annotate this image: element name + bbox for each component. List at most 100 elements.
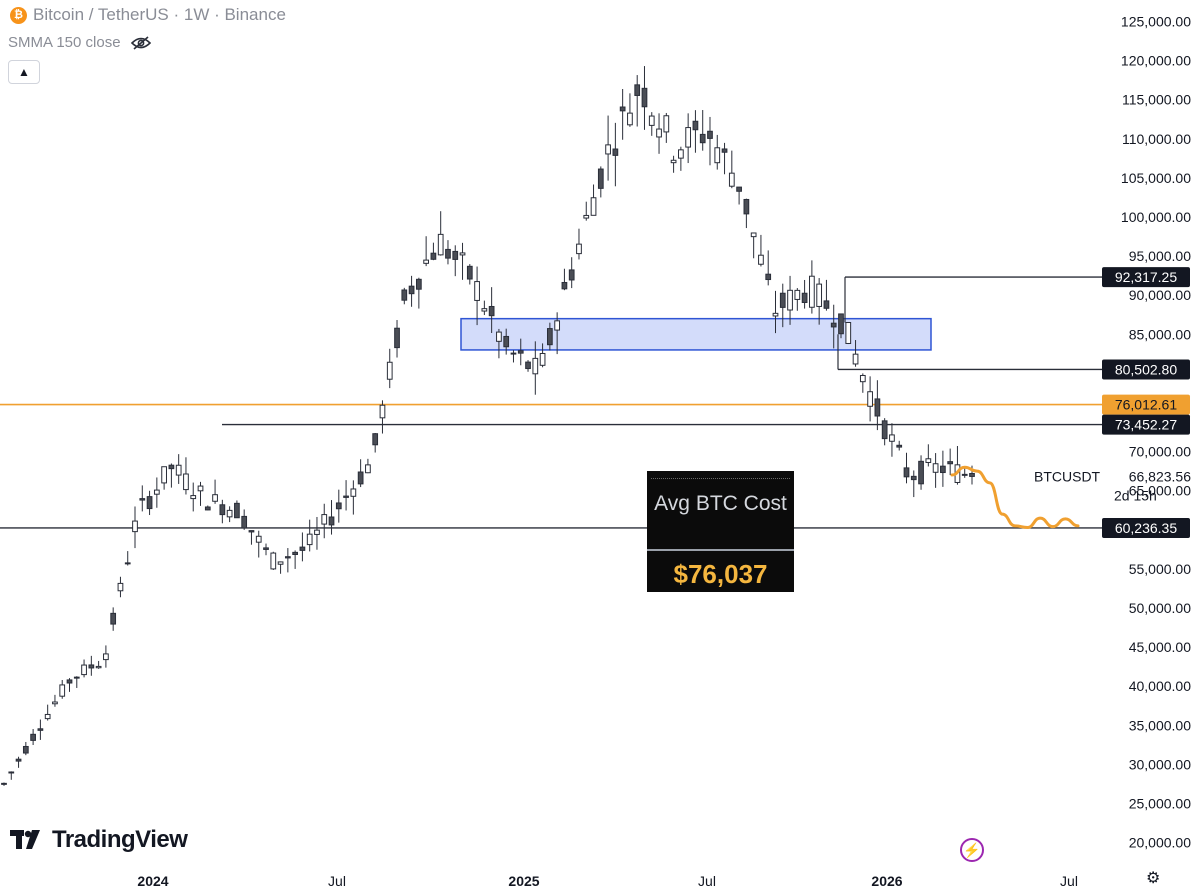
candle[interactable] <box>292 550 298 569</box>
candle[interactable] <box>66 678 73 692</box>
candle[interactable] <box>496 328 502 359</box>
candle[interactable] <box>386 348 393 389</box>
candle[interactable] <box>343 480 349 511</box>
candle[interactable] <box>765 250 772 286</box>
candle[interactable] <box>561 268 568 291</box>
candle[interactable] <box>437 211 444 256</box>
candle[interactable] <box>52 694 58 707</box>
candle[interactable] <box>284 548 291 573</box>
candle[interactable] <box>379 400 386 434</box>
candle[interactable] <box>852 340 859 367</box>
candle[interactable] <box>656 113 662 154</box>
candle[interactable] <box>299 532 306 562</box>
candle[interactable] <box>554 312 561 355</box>
candle[interactable] <box>212 479 218 504</box>
candle[interactable] <box>743 198 750 229</box>
candle[interactable] <box>692 110 699 153</box>
candle[interactable] <box>801 279 808 309</box>
candle[interactable] <box>568 257 575 289</box>
candle[interactable] <box>350 480 357 515</box>
candle[interactable] <box>889 423 895 457</box>
candle[interactable] <box>830 304 837 349</box>
candle[interactable] <box>423 236 430 267</box>
candle[interactable] <box>30 729 36 745</box>
candle[interactable] <box>663 112 670 143</box>
candle[interactable] <box>539 343 546 368</box>
candle[interactable] <box>204 505 211 511</box>
candle[interactable] <box>153 477 160 508</box>
candle[interactable] <box>146 490 153 516</box>
candle[interactable] <box>401 287 408 305</box>
candle[interactable] <box>772 290 779 334</box>
candle[interactable] <box>597 166 604 198</box>
candle[interactable] <box>365 458 371 474</box>
candle[interactable] <box>576 228 582 260</box>
candle[interactable] <box>132 506 138 549</box>
candle[interactable] <box>867 376 873 422</box>
collapse-legend-button[interactable]: ▲ <box>8 60 40 84</box>
lightning-icon[interactable]: ⚡ <box>960 838 984 862</box>
candle[interactable] <box>736 186 742 205</box>
candle[interactable] <box>139 485 146 512</box>
candle[interactable] <box>525 360 531 372</box>
candle[interactable] <box>641 66 648 130</box>
candle[interactable] <box>925 444 932 467</box>
candle[interactable] <box>532 341 539 395</box>
candle[interactable] <box>809 260 815 314</box>
candle[interactable] <box>328 500 335 535</box>
candle[interactable] <box>488 287 495 334</box>
candle[interactable] <box>896 440 903 451</box>
candle[interactable] <box>234 500 240 519</box>
candle[interactable] <box>8 771 15 780</box>
candle[interactable] <box>95 660 102 669</box>
candle[interactable] <box>335 489 342 523</box>
candle[interactable] <box>44 704 51 721</box>
candle[interactable] <box>175 454 182 484</box>
candle[interactable] <box>255 530 262 558</box>
eye-slash-icon[interactable] <box>130 35 151 50</box>
candle[interactable] <box>219 499 226 524</box>
candle[interactable] <box>394 320 400 358</box>
settings-gear-icon[interactable]: ⚙ <box>1146 870 1161 887</box>
candle[interactable] <box>670 155 677 173</box>
candle[interactable] <box>241 509 248 530</box>
candle[interactable] <box>859 373 866 393</box>
candle[interactable] <box>161 466 167 490</box>
candle[interactable] <box>452 245 459 277</box>
candle[interactable] <box>918 455 924 490</box>
candle[interactable] <box>881 418 888 446</box>
candle[interactable] <box>103 645 109 668</box>
candle[interactable] <box>466 264 473 285</box>
candle[interactable] <box>88 655 95 676</box>
candle[interactable] <box>1 782 7 786</box>
candle[interactable] <box>961 467 968 478</box>
candle[interactable] <box>15 756 22 768</box>
candle[interactable] <box>750 232 757 259</box>
candle[interactable] <box>619 88 626 140</box>
candle[interactable] <box>947 448 954 476</box>
candle[interactable] <box>306 519 313 552</box>
candle[interactable] <box>634 75 641 127</box>
candle[interactable] <box>415 277 422 309</box>
candle[interactable] <box>903 452 910 484</box>
candle[interactable] <box>728 150 735 189</box>
candle[interactable] <box>503 328 510 355</box>
candle[interactable] <box>22 741 29 756</box>
candle[interactable] <box>678 146 684 171</box>
candle[interactable] <box>110 607 117 631</box>
candle[interactable] <box>590 184 597 216</box>
candle[interactable] <box>605 115 611 181</box>
candle[interactable] <box>779 283 786 328</box>
candle[interactable] <box>481 300 488 316</box>
candle[interactable] <box>714 134 721 170</box>
candle[interactable] <box>474 266 480 326</box>
projection-path[interactable] <box>950 465 1080 529</box>
candle[interactable] <box>758 234 764 267</box>
candle[interactable] <box>73 676 80 688</box>
candle[interactable] <box>248 530 255 545</box>
candle[interactable] <box>940 450 946 487</box>
candle[interactable] <box>190 482 197 512</box>
demand-zone[interactable] <box>460 317 932 351</box>
candle[interactable] <box>517 338 524 366</box>
